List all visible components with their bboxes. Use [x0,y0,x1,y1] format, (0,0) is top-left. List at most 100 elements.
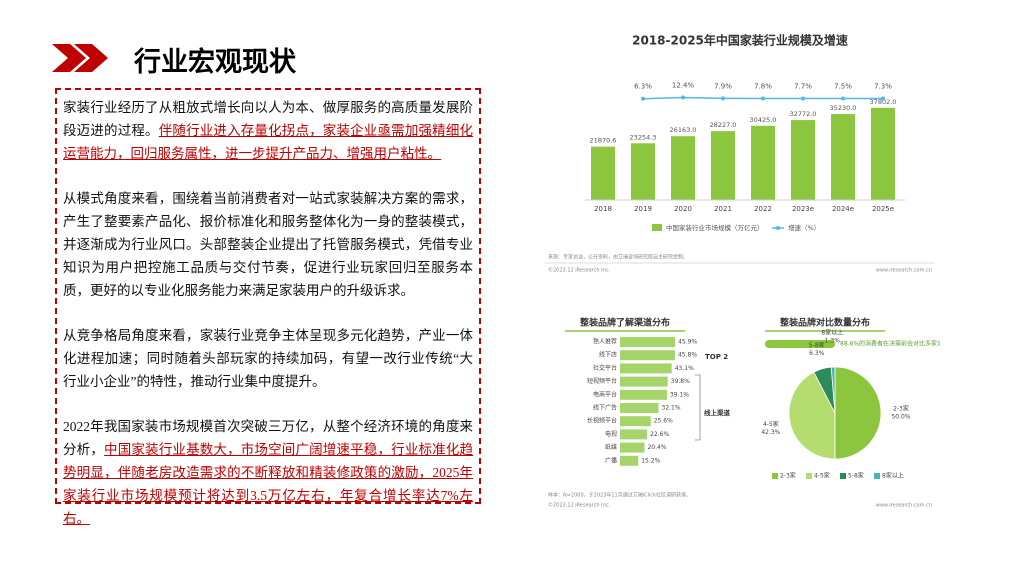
bar [620,363,672,374]
bar-label: 21870.6 [590,137,617,145]
bar [791,120,815,200]
bar-label: 45.9% [678,339,697,346]
legend-swatch [652,224,662,231]
growth-chart: 2018-2025年中国家装行业规模及增速 21870.6 23254.3 26163… [545,33,935,274]
category-label: 长视频平台 [587,417,617,425]
x-tick-label: 2018 [594,205,612,213]
growth-dot [881,96,885,101]
bar-label: 39.8% [671,378,690,385]
bar [751,125,775,200]
pie-slice [834,366,882,460]
chart-title: 2018-2025年中国家装行业规模及增速 [632,33,848,48]
pie-slice [788,371,836,460]
category-label: 社交平台 [593,364,617,372]
growth-dot [641,96,645,101]
growth-label: 12.4% [672,82,695,90]
bar-label: 22.6% [650,431,669,438]
bar [711,131,735,200]
source: 来源：专家访谈，公开资料，由艾瑞咨询研究院自主研究绘制。 [548,254,688,261]
legend-swatch [874,473,880,479]
legend-swatch [772,473,778,479]
bar-label: 25.6% [654,418,673,425]
x-tick-label: 2024e [832,205,854,213]
legend-dot [776,226,780,230]
slide-title: 行业宏观现状 [134,47,296,78]
legend-swatch [806,473,812,479]
bar-label: 37802.0 [870,98,897,106]
x-tick-label: 2020 [674,205,692,213]
slice-name: 8家以上 [821,329,843,337]
bar [671,136,695,200]
title-tab [560,315,690,329]
slice-label: 50.0% [891,414,910,421]
highlight: 伴随行业进入存量化拐点，家装企业亟需加强精细化运营能力，回归服务属性，进一步提升… [63,123,474,161]
x-tick-label: 2022 [754,205,772,213]
growth-label: 6.3% [634,83,652,91]
copyright: ©2023.12 iResearch Inc. [548,502,611,509]
website: www.iresearch.com.cn [876,268,932,274]
text: 从竞争格局角度来看，家装行业竞争主体呈现多元化趋势，产业一体化进程加速；同时随着… [63,328,473,389]
bar [631,143,655,200]
text: 从模式角度来看，围绕着当前消费者对一站式家装解决方案的需求，产生了整要素产品化、… [63,191,473,298]
legend-label: 8家以上 [882,472,904,480]
slice-label: 6.3% [809,350,825,357]
category-label: 熟人推荐 [593,338,617,346]
bar [591,146,615,200]
bar [620,376,668,387]
x-tick-label: 2023e [792,205,814,213]
bar-label: 26163.0 [670,126,697,134]
category-label: 广播 [605,456,617,464]
bracket [695,374,701,441]
copyright: ©2023.12 iResearch Inc. [548,267,611,274]
bar [620,389,667,400]
paragraph: 从竞争格局角度来看，家装行业竞争主体呈现多元化趋势，产业一体化进程加速；同时随着… [63,324,473,393]
growth-dot [801,96,805,101]
bar [831,114,855,200]
legend-swatch [840,473,846,479]
bar-label: 45.8% [678,352,697,359]
growth-label: 7.9% [714,82,732,90]
bar-label: 32772.0 [790,110,817,118]
category-label: 电视 [605,430,617,438]
bar [620,442,645,453]
bar [620,416,651,427]
bar-label: 43.1% [675,365,694,372]
highlight: 中国家装行业基数大，市场空间广阔增速平稳，行业标准化趋势明显，伴随老房改造需求的… [63,442,474,526]
pie-slice [830,366,836,414]
slice-name: 5-8家 [809,341,825,349]
progress-bar [765,340,835,348]
chart-title: 整装品牌了解渠道分布 [579,317,670,329]
paragraph: 2022年我国家装市场规模首次突破三万亿，从整个经济环境的角度来分析，中国家装行… [63,415,473,530]
growth-dot [681,95,685,100]
legend-label: 2-3家 [780,472,796,480]
bar-label: 20.4% [647,444,666,451]
paragraph: 家装行业经历了从粗放式增长向以人为本、做厚服务的高质量发展阶段迈进的过程。伴随行… [63,96,473,165]
text: 2022年我国家装市场规模首次突破三万亿，从整个经济环境的角度来分析， [63,419,473,457]
slice-label: 1.3% [825,338,841,345]
bar [620,429,648,440]
category-label: 短视频平台 [587,377,617,385]
bar [620,337,676,347]
x-tick-label: 2019 [634,205,652,213]
legend-label: 中国家装行业市场规模（万亿元） [666,223,764,232]
category-label: 线下店 [599,351,617,359]
x-tick-label: 2021 [714,205,732,213]
annotation: 线上渠道 [704,408,731,417]
bar [620,403,659,413]
growth-label: 7.3% [874,83,892,91]
bar [620,455,639,466]
category-label: 电商平台 [593,390,617,398]
paragraph: 从模式角度来看，围绕着当前消费者对一站式家装解决方案的需求，产生了整要素产品化、… [63,187,473,302]
bar-label: 28227.0 [710,121,737,129]
bar-label: 15.2% [641,457,660,464]
legend-label: 4-5家 [814,472,830,480]
chart-title: 整装品牌对比数量分布 [779,317,870,329]
growth-label: 7.7% [794,82,812,90]
growth-dot [841,96,845,101]
growth-dot [721,96,725,101]
note: 样本：N=2000，于2023年11月通过艾瑞iClick社区调研获得。 [548,492,691,499]
annotation: TOP 2 [705,353,728,361]
slice-name: 2-3家 [893,405,909,413]
